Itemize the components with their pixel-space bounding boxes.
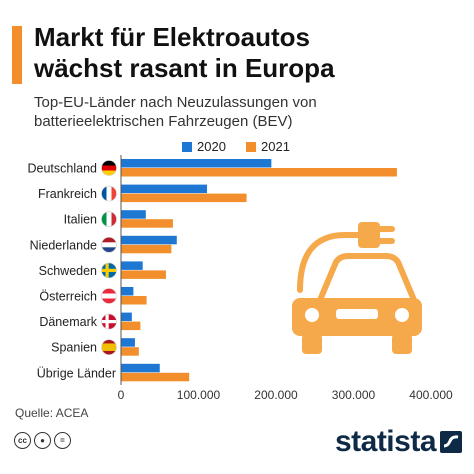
- flag-se-icon: [101, 262, 117, 279]
- flag-de-icon: [101, 160, 117, 176]
- bar-2020-1: [121, 184, 208, 194]
- category-label-4: Schweden: [39, 264, 97, 278]
- attribution-person-icon[interactable]: ●: [34, 432, 51, 449]
- bar-2020-4: [121, 261, 143, 270]
- source-note: Quelle: ACEA: [15, 406, 89, 420]
- bar-2021-3: [121, 244, 172, 254]
- bar-2021-7: [121, 347, 139, 356]
- chart-bars: [121, 159, 397, 382]
- country-flags: [101, 160, 117, 356]
- category-label-2: Italien: [64, 213, 97, 227]
- category-label-3: Niederlande: [30, 238, 97, 252]
- bar-2021-4: [121, 270, 166, 279]
- bar-2021-2: [121, 219, 173, 228]
- subtitle-line-1: Top-EU-Länder nach Neuzulassungen von: [34, 94, 317, 111]
- legend-label-2021: 2021: [261, 139, 290, 154]
- flag-fr-icon: [101, 185, 117, 202]
- x-tick-label-4: 400.000: [409, 388, 453, 402]
- category-label-8: Übrige Länder: [37, 366, 116, 380]
- x-tick-label-1: 100.000: [177, 388, 221, 402]
- flag-it-icon: [101, 211, 117, 227]
- legend-swatch-2020: [182, 142, 192, 152]
- x-axis-ticks: 0 100.000 200.000 300.000 400.000: [118, 388, 453, 402]
- flag-at-icon: [101, 288, 117, 304]
- title-line-1: Markt für Elektroautos: [34, 22, 310, 52]
- bar-2020-6: [121, 312, 132, 322]
- category-labels: Deutschland Frankreich Italien Niederlande S…: [28, 162, 117, 381]
- bar-2021-8: [121, 372, 190, 382]
- x-tick-label-0: 0: [118, 388, 125, 402]
- bar-2021-5: [121, 296, 147, 305]
- flag-dk-icon: [101, 313, 117, 330]
- bar-2021-1: [121, 193, 247, 203]
- chart-legend: 2020 2021: [182, 139, 290, 154]
- bar-2021-0: [121, 168, 397, 177]
- category-label-5: Österreich: [39, 290, 97, 304]
- bar-2021-6: [121, 321, 141, 331]
- bar-2020-2: [121, 210, 146, 219]
- legend-label-2020: 2020: [197, 139, 226, 154]
- bar-2020-0: [121, 159, 272, 168]
- category-label-0: Deutschland: [28, 162, 98, 176]
- accent-bar: [12, 26, 22, 84]
- x-tick-label-3: 300.000: [332, 388, 376, 402]
- no-derivatives-equals-icon[interactable]: =: [54, 432, 71, 449]
- chart-title: Markt für Elektroautos wächst rasant in …: [34, 22, 464, 84]
- electric-car-plug-icon: [292, 222, 422, 354]
- legend-swatch-2021: [246, 142, 256, 152]
- license-icons[interactable]: cc ● =: [14, 432, 71, 449]
- statista-wave-icon: [440, 431, 462, 453]
- category-label-6: Dänemark: [39, 315, 97, 329]
- subtitle-line-2: batterieelektrischen Fahrzeugen (BEV): [34, 113, 293, 130]
- category-label-7: Spanien: [51, 341, 97, 355]
- chart-subtitle: Top-EU-Länder nach Neuzulassungen von ba…: [34, 93, 464, 131]
- x-tick-label-2: 200.000: [254, 388, 298, 402]
- flag-nl-icon: [101, 237, 117, 253]
- bar-2020-5: [121, 287, 134, 296]
- bar-2020-3: [121, 235, 177, 245]
- bar-2020-8: [121, 363, 160, 373]
- brand-name: statista: [334, 425, 437, 458]
- category-label-1: Frankreich: [38, 187, 97, 201]
- flag-es-icon: [101, 339, 117, 356]
- title-line-2: wächst rasant in Europa: [34, 53, 335, 83]
- cc-license-icon[interactable]: cc: [14, 432, 31, 449]
- statista-logo[interactable]: statista: [335, 425, 462, 459]
- bar-2020-7: [121, 338, 135, 347]
